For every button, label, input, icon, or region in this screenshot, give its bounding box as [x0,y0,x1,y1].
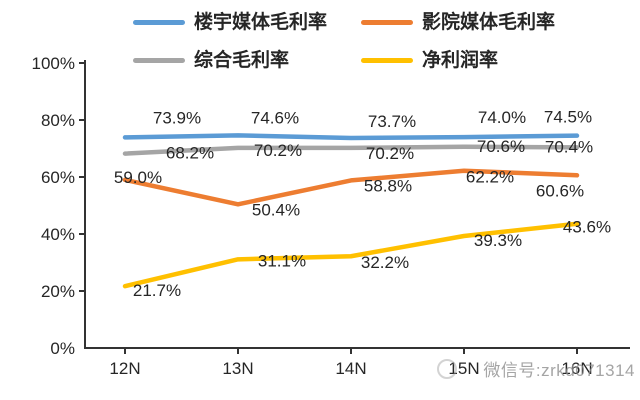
y-axis-tick-label: 60% [41,168,75,187]
legend-line-swatch [133,19,185,25]
series-line-3 [122,221,580,289]
series-line-1 [122,168,580,207]
y-axis-tick-label: 80% [41,111,75,130]
series-line-0 [122,133,580,141]
watermark-logo-icon [437,358,458,379]
y-axis-tick-label: 20% [41,282,75,301]
data-label: 62.2% [466,168,514,187]
watermark-text: 微信号:zrkd071314 [483,361,635,380]
legend: 楼宇媒体毛利率 影院媒体毛利率综合毛利率 净利润率 [133,8,555,74]
data-label: 39.3% [474,231,522,250]
legend-item-0: 楼宇媒体毛利率 [133,8,361,36]
series-line-2 [122,144,580,156]
data-label: 50.4% [252,200,300,219]
y-axis-tick-label: 100% [32,54,75,73]
data-label: 73.7% [368,112,416,131]
legend-label: 净利润率 [422,49,499,71]
data-label: 70.4% [545,137,593,156]
data-label: 32.2% [361,253,409,272]
y-axis-tick-label: 0% [50,339,75,358]
legend-item-2: 综合毛利率 [133,46,361,74]
data-label: 70.6% [477,137,525,156]
legend-label: 楼宇媒体毛利率 [194,11,328,33]
data-label: 74.0% [478,108,526,127]
y-axis-tick-label: 40% [41,225,75,244]
legend-item-3: 净利润率 [361,46,555,74]
x-axis-tick-label: 15N [448,359,479,378]
x-axis-tick-label: 14N [335,359,366,378]
watermark: 微信号:zrkd071314 [437,356,635,381]
data-label: 74.5% [544,108,592,127]
x-axis-tick-label: 13N [222,359,253,378]
data-label: 68.2% [166,144,214,163]
x-axis-tick-label: 16N [561,359,592,378]
data-label: 58.8% [364,176,412,195]
data-label: 31.1% [258,251,306,270]
data-label: 59.0% [114,168,162,187]
legend-label: 影院媒体毛利率 [422,11,556,33]
data-label: 74.6% [251,108,299,127]
legend-line-swatch [361,57,413,63]
x-axis-tick-label: 12N [109,359,140,378]
data-label: 21.7% [133,281,181,300]
data-label: 70.2% [254,141,302,160]
data-label: 73.9% [153,108,201,127]
data-label: 70.2% [366,144,414,163]
legend-item-1: 影院媒体毛利率 [361,8,555,36]
data-label: 60.6% [536,181,584,200]
legend-line-swatch [133,57,185,63]
legend-line-swatch [361,19,413,25]
data-label: 43.6% [563,218,611,237]
legend-label: 综合毛利率 [194,49,290,71]
